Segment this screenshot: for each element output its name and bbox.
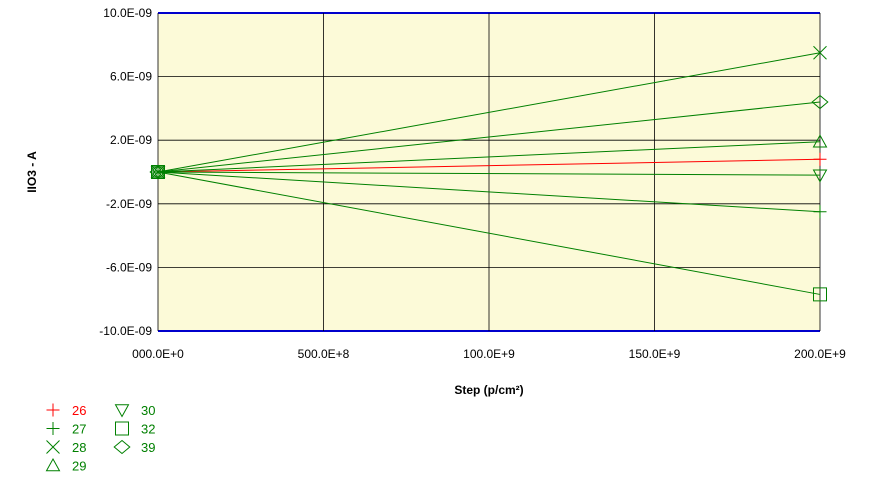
y-tick-label: 2.0E-09	[110, 133, 152, 147]
series-line	[157, 141, 821, 173]
legend-marker	[114, 404, 130, 418]
series-line	[157, 52, 821, 173]
series-32	[151, 165, 827, 302]
x-tick-label: 150.0E+9	[629, 347, 681, 361]
legend-marker	[45, 457, 61, 472]
y-tick-label: 6.0E-09	[110, 70, 152, 84]
series-layer	[149, 45, 829, 302]
x-tick-label: 200.0E+9	[794, 347, 846, 361]
legend-item-26: 26	[46, 403, 86, 418]
data-point	[813, 152, 827, 166]
x-tick-label: 000.0E+0	[132, 347, 184, 361]
legend-marker	[46, 440, 60, 454]
y-tick-label: -10.0E-09	[99, 324, 152, 338]
x-tick-labels: 000.0E+0 500.0E+8 100.0E+9 150.0E+9 200.0E+9	[132, 347, 846, 361]
data-point	[812, 169, 828, 183]
y-tick-label: 10.0E-09	[103, 6, 152, 20]
series-line	[157, 171, 821, 295]
legend-label: 28	[72, 440, 86, 455]
legend-item-27: 27	[46, 422, 86, 437]
y-tick-label: -2.0E-09	[106, 197, 152, 211]
series-39	[149, 94, 829, 180]
legend-label: 32	[141, 422, 155, 437]
data-point	[813, 205, 827, 219]
grid	[157, 12, 821, 332]
legend-label: 29	[72, 459, 86, 474]
legend-item-29: 29	[45, 457, 86, 474]
x-axis-label: Step (p/cm²)	[454, 383, 523, 397]
series-line	[157, 171, 821, 176]
series-line	[157, 171, 821, 213]
series-line	[157, 158, 821, 173]
data-point	[813, 45, 827, 60]
legend-marker	[113, 439, 131, 455]
y-tick-label: -6.0E-09	[106, 260, 152, 274]
x-tick-label: 100.0E+9	[463, 347, 515, 361]
legend-marker	[115, 421, 129, 436]
x-tick-label: 500.0E+8	[298, 347, 350, 361]
data-point	[813, 287, 827, 302]
legend-label: 30	[141, 403, 155, 418]
legend: 26 27 28 29 30 32 39	[45, 403, 155, 474]
legend-item-28: 28	[46, 440, 86, 455]
data-point	[812, 134, 828, 148]
legend-label: 39	[141, 440, 155, 455]
legend-label: 27	[72, 422, 86, 437]
series-line	[157, 101, 821, 173]
data-point	[811, 94, 829, 110]
data-point	[151, 165, 165, 179]
y-axis-label: IIO3 - A	[25, 151, 39, 193]
y-tick-labels: 10.0E-09 6.0E-09 2.0E-09 -2.0E-09 -6.0E-09 -1…	[99, 6, 152, 338]
legend-item-32: 32	[115, 421, 155, 437]
legend-item-30: 30	[114, 403, 155, 418]
data-point	[149, 164, 167, 180]
legend-marker	[46, 403, 60, 417]
legend-label: 26	[72, 403, 86, 418]
legend-item-39: 39	[113, 439, 155, 455]
legend-marker	[46, 422, 60, 435]
